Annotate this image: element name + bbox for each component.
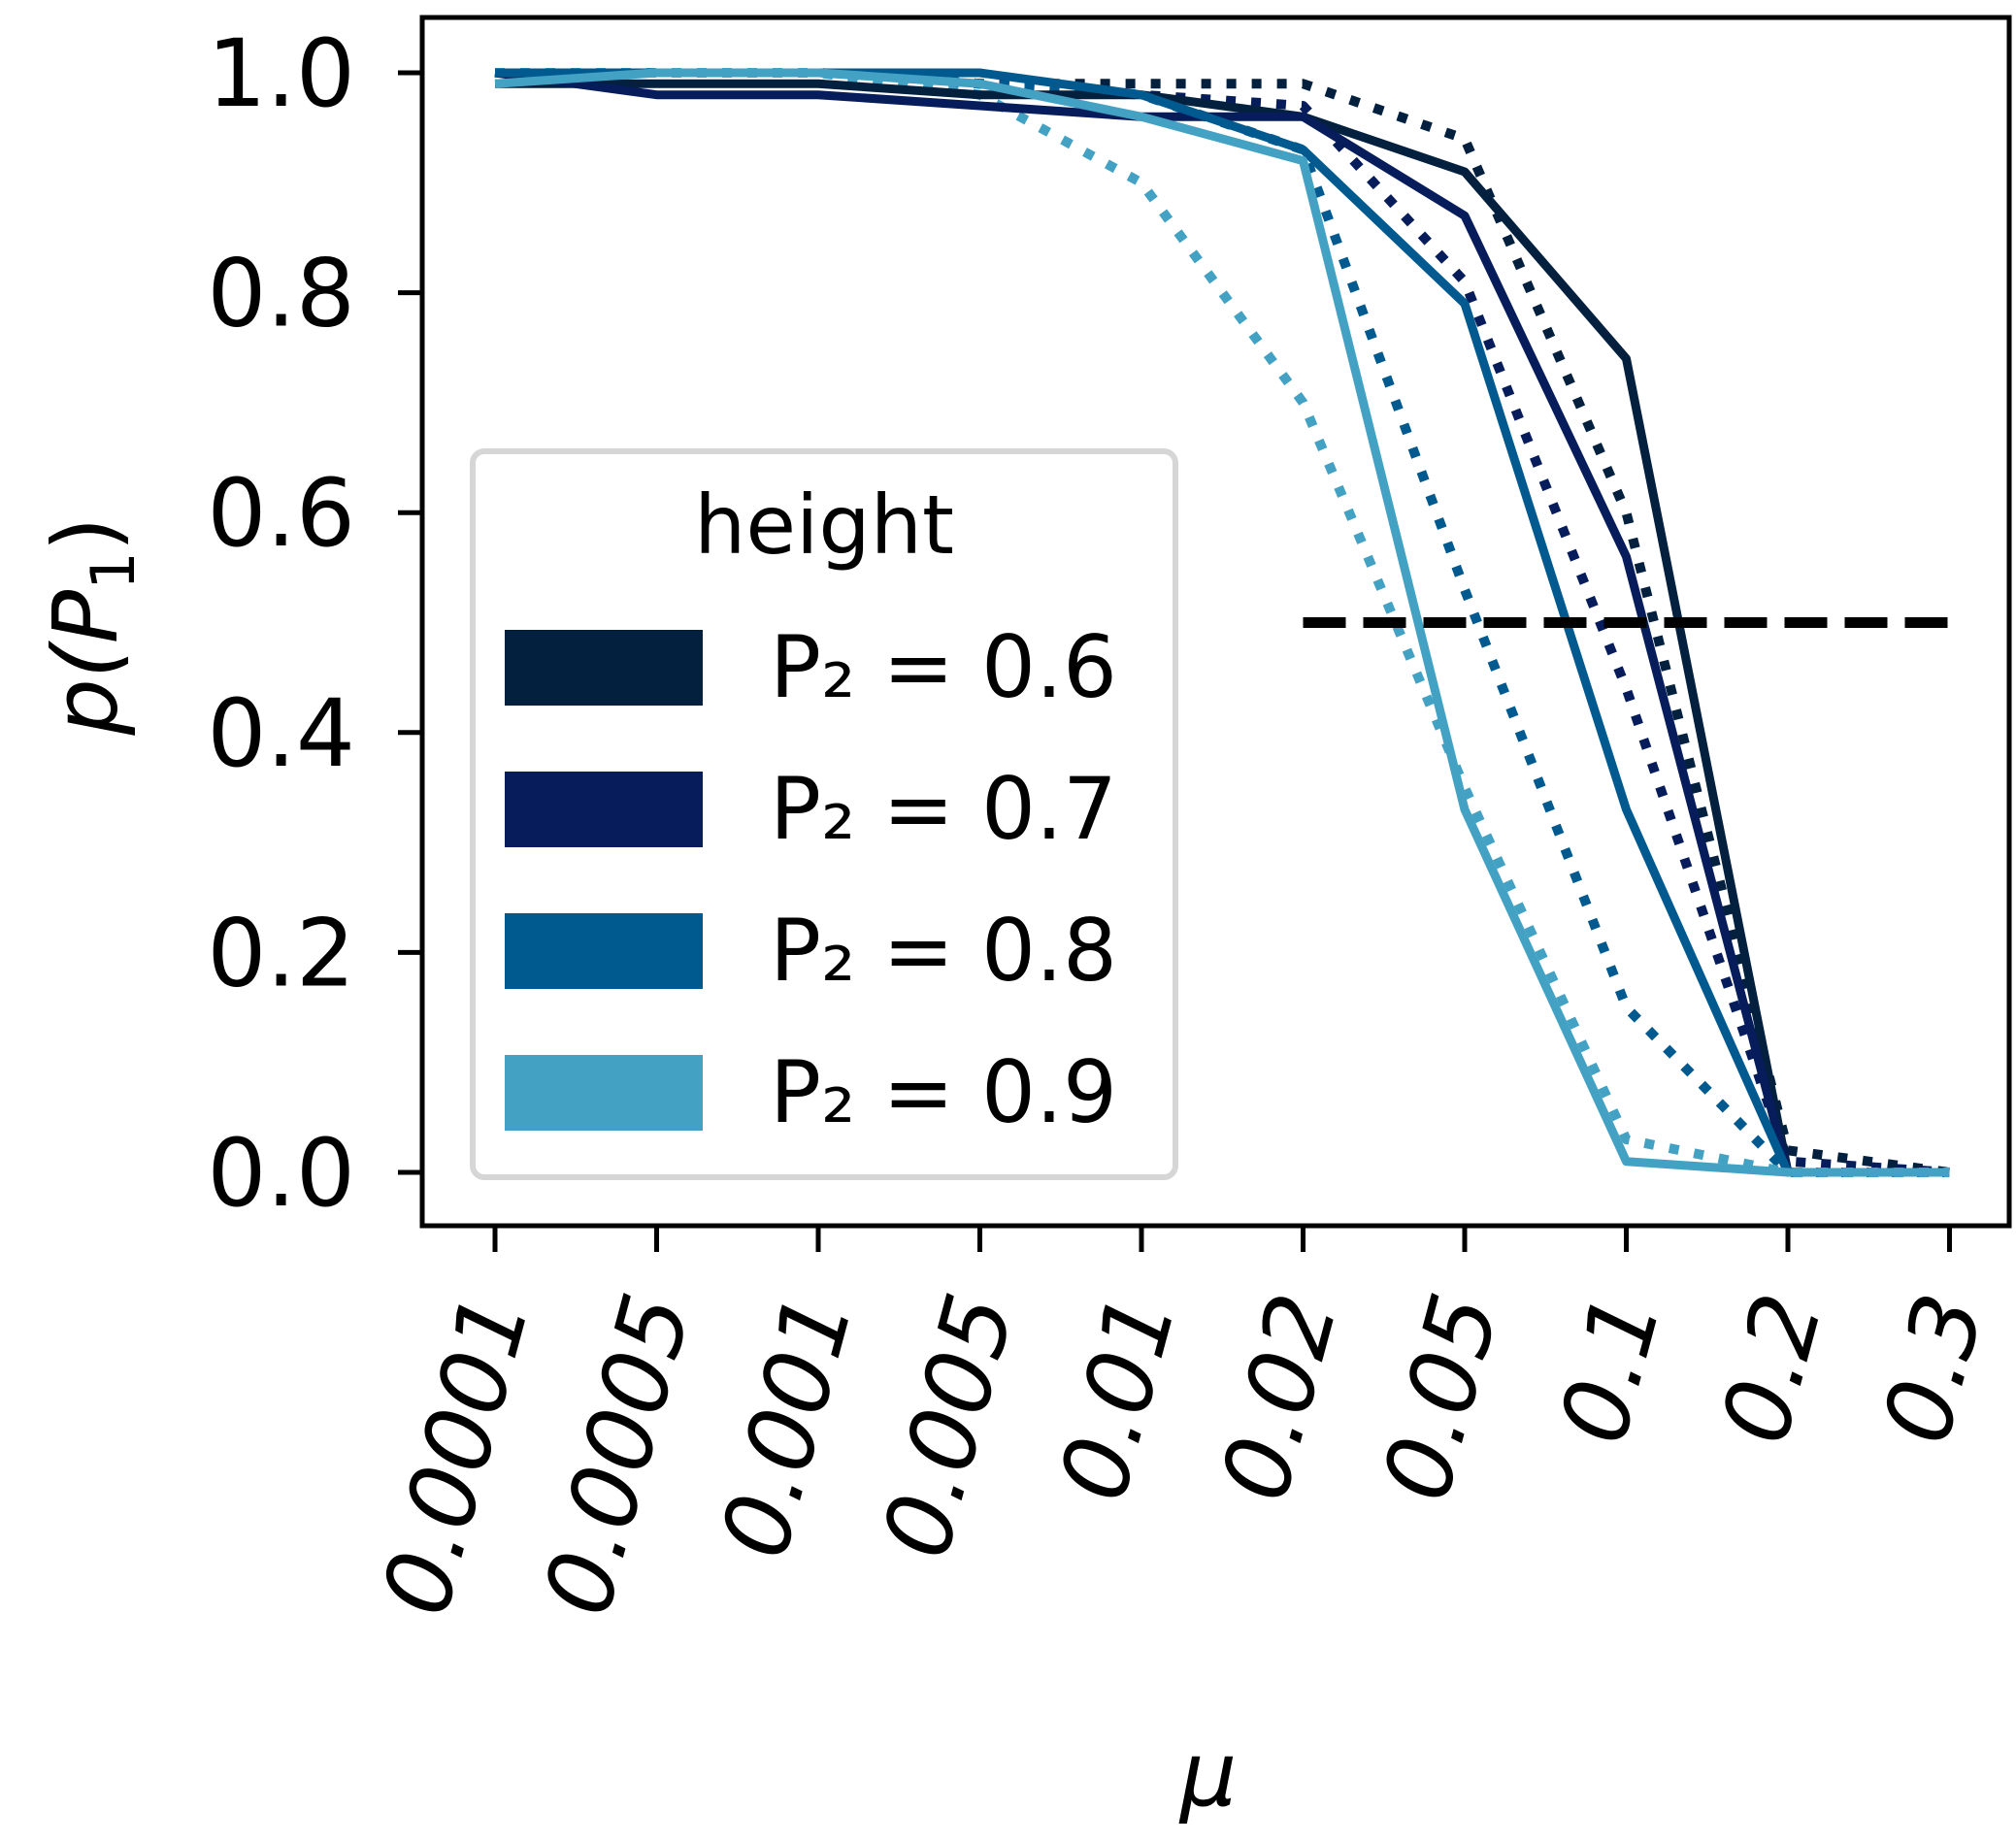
- y-tick-label: 0.2: [207, 899, 355, 1007]
- legend-swatch: [505, 772, 703, 847]
- plot-lines: [494, 68, 1951, 1177]
- legend-title: height: [694, 477, 954, 573]
- legend-swatch: [505, 913, 703, 989]
- y-axis-label-base: p(P: [34, 589, 138, 736]
- legend-label: P₂ = 0.7: [770, 759, 1117, 859]
- y-tick-label: 0.0: [207, 1119, 355, 1228]
- legend-label: P₂ = 0.8: [770, 901, 1117, 1001]
- legend-swatch: [505, 630, 703, 706]
- y-axis-label-sub: 1: [78, 551, 149, 589]
- legend-swatch: [505, 1055, 703, 1131]
- series-line-1-solid: [494, 68, 1950, 1177]
- y-tick-label: 0.8: [207, 240, 355, 348]
- y-tick-label: 0.6: [207, 459, 355, 568]
- x-axis-label: μ: [1178, 1723, 1238, 1827]
- legend-label: P₂ = 0.9: [770, 1042, 1117, 1142]
- y-axis: 0.0 0.2 0.4 0.6 0.8 1.0: [207, 19, 422, 1228]
- legend-label: P₂ = 0.6: [770, 617, 1117, 717]
- series-line-3-solid: [494, 68, 1950, 1177]
- y-axis-label: p(P1): [34, 516, 149, 736]
- y-axis-label-close: ): [34, 516, 138, 551]
- legend: height P₂ = 0.6 P₂ = 0.7 P₂ = 0.8 P₂ = 0.9: [470, 448, 1178, 1180]
- y-tick-label: 0.4: [207, 679, 355, 788]
- series-line-0-solid: [495, 79, 1950, 1177]
- plot-frame: [419, 15, 2012, 1229]
- y-tick-label: 1.0: [207, 19, 355, 128]
